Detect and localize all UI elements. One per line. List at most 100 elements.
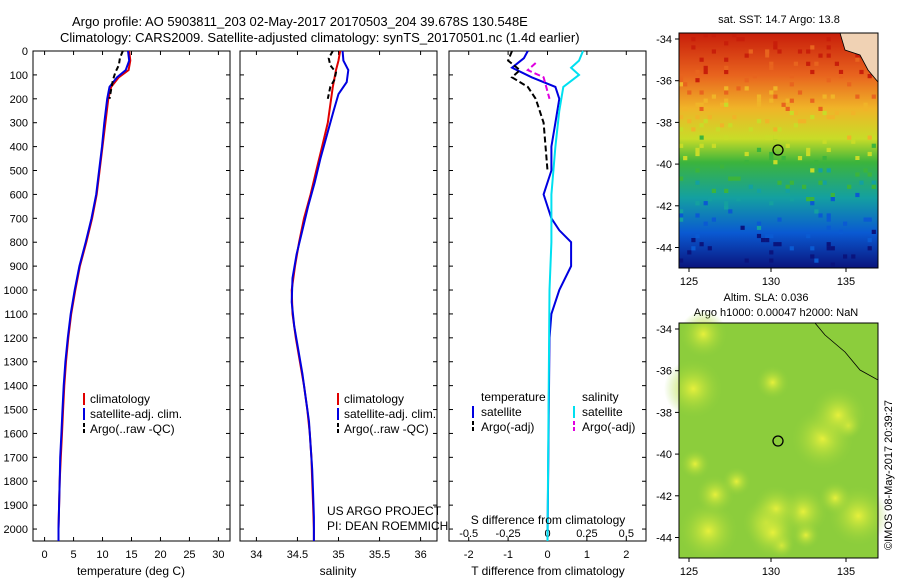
sst-pixel bbox=[732, 33, 737, 38]
copyright-label: ©IMOS 08-May-2017 20:39:27 bbox=[883, 400, 895, 550]
sst-pixel bbox=[797, 49, 803, 54]
legend-temperature-heading: temperature bbox=[481, 390, 546, 404]
sst-pixel bbox=[789, 180, 794, 185]
sst-pixel bbox=[769, 90, 774, 95]
sst-pixel bbox=[711, 49, 716, 54]
depth-tick-label: 1300 bbox=[4, 357, 28, 369]
sst-pixel bbox=[748, 127, 753, 132]
series-line bbox=[57, 50, 131, 541]
sst-pixel bbox=[863, 217, 868, 222]
sla-blob bbox=[664, 359, 723, 419]
sst-pixel bbox=[806, 151, 811, 157]
series-line bbox=[57, 50, 132, 541]
sst-pixel bbox=[822, 156, 827, 161]
sla-argo-marker bbox=[772, 435, 784, 447]
sst-pixel bbox=[765, 53, 770, 58]
sst-pixel bbox=[773, 86, 778, 91]
sst-pixel bbox=[699, 143, 704, 148]
x-tick-label: -1 bbox=[503, 549, 513, 561]
sst-pixel bbox=[814, 258, 819, 263]
depth-tick-label: 1500 bbox=[4, 405, 28, 417]
sst-pixel bbox=[683, 156, 688, 161]
series-line bbox=[525, 62, 551, 100]
sst-pixel bbox=[695, 147, 700, 152]
sst-pixel bbox=[851, 110, 856, 116]
sst-pixel bbox=[773, 45, 778, 50]
sst-pixel bbox=[826, 246, 831, 251]
s-tick-label: -0.25 bbox=[496, 528, 521, 540]
salinity-panel: 34 34.5 35 35.5 36 bbox=[240, 50, 437, 561]
sst-pixel bbox=[826, 53, 831, 58]
sst-pixel bbox=[769, 98, 774, 103]
sst-pixel bbox=[703, 221, 708, 226]
sst-pixel bbox=[793, 61, 798, 66]
sst-pixel bbox=[826, 168, 831, 173]
sst-pixel bbox=[830, 262, 835, 267]
sst-pixel bbox=[826, 225, 831, 230]
sst-pixel bbox=[687, 119, 692, 124]
lat-tick-label: -38 bbox=[656, 117, 672, 129]
sst-pixel bbox=[720, 102, 725, 107]
legend-climatology: climatology bbox=[344, 392, 404, 406]
sst-pixel bbox=[843, 254, 848, 259]
series-line bbox=[326, 50, 338, 100]
sla-blob bbox=[696, 475, 735, 514]
series-line bbox=[108, 50, 124, 99]
sst-pixel bbox=[785, 188, 790, 193]
sst-pixel bbox=[769, 201, 774, 206]
sst-pixel bbox=[691, 238, 696, 243]
sst-pixel bbox=[769, 250, 774, 255]
x-tick-label: -2 bbox=[464, 549, 474, 561]
sst-pixel bbox=[773, 41, 778, 46]
sst-pixel bbox=[711, 143, 716, 148]
sst-tick-labels: 125 130 135 -34 -36 -38 -40 -42 -44 bbox=[656, 34, 855, 288]
sst-pixel bbox=[695, 180, 700, 185]
sla-blob bbox=[680, 449, 710, 479]
sst-pixel bbox=[818, 53, 823, 58]
sst-pixel bbox=[756, 98, 762, 103]
sst-pixel bbox=[695, 69, 700, 75]
sst-pixel bbox=[695, 151, 700, 157]
lon-tick-label: 135 bbox=[837, 566, 855, 578]
sst-pixel bbox=[867, 172, 872, 177]
sst-pixel bbox=[789, 82, 794, 87]
sst-pixel bbox=[744, 86, 749, 91]
project-label: US ARGO PROJECT bbox=[327, 504, 442, 518]
x-tick-label: 30 bbox=[212, 549, 224, 561]
sst-pixel bbox=[867, 217, 872, 222]
sst-pixel bbox=[867, 151, 872, 157]
sst-pixel bbox=[785, 184, 790, 189]
s-tick-label: 0.25 bbox=[576, 528, 597, 540]
sst-pixel bbox=[810, 201, 815, 206]
depth-tick-label: 1200 bbox=[4, 333, 28, 345]
depth-tick-label: 1100 bbox=[4, 309, 28, 321]
sst-pixel bbox=[756, 188, 762, 193]
depth-tick-label: 700 bbox=[10, 213, 28, 225]
sst-pixel bbox=[789, 110, 794, 116]
sst-pixel bbox=[789, 246, 794, 251]
sst-pixel bbox=[699, 135, 704, 140]
lat-tick-label: -40 bbox=[656, 159, 672, 171]
x-tick-label: 15 bbox=[125, 549, 137, 561]
sla-blob bbox=[678, 501, 738, 561]
sst-pixel bbox=[752, 74, 757, 79]
depth-tick-label: 0 bbox=[22, 46, 28, 58]
sst-pixel bbox=[859, 69, 864, 75]
sst-pixel bbox=[683, 106, 688, 111]
sst-pixel bbox=[789, 98, 794, 103]
temperature-axes bbox=[32, 50, 231, 542]
sst-pixel bbox=[769, 258, 774, 263]
sst-pixel bbox=[683, 82, 688, 87]
sst-pixel bbox=[810, 197, 815, 202]
depth-tick-label: 800 bbox=[10, 237, 28, 249]
sst-pixel bbox=[806, 61, 811, 66]
sst-pixel bbox=[806, 233, 811, 239]
header-line1: Argo profile: AO 5903811_203 02-May-2017… bbox=[72, 14, 528, 29]
sst-pixel bbox=[777, 127, 782, 132]
sst-pixel bbox=[691, 127, 696, 132]
depth-tick-label: 500 bbox=[10, 166, 28, 178]
sst-pixel bbox=[728, 209, 733, 214]
sst-pixel bbox=[797, 90, 803, 95]
lon-tick-label: 125 bbox=[680, 276, 698, 288]
legend-argo: Argo(..raw -QC) bbox=[344, 422, 429, 436]
